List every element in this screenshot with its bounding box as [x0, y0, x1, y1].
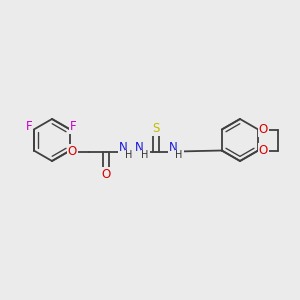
Text: O: O — [259, 144, 268, 157]
Text: F: F — [26, 120, 32, 133]
Text: N: N — [119, 141, 128, 154]
Text: S: S — [152, 122, 160, 135]
Text: H: H — [125, 151, 133, 160]
Text: F: F — [70, 120, 76, 133]
Text: O: O — [102, 168, 111, 181]
Text: H: H — [142, 151, 149, 160]
Text: O: O — [68, 145, 77, 158]
Text: H: H — [176, 151, 183, 160]
Text: N: N — [135, 141, 144, 154]
Text: O: O — [259, 123, 268, 136]
Text: N: N — [169, 141, 178, 154]
